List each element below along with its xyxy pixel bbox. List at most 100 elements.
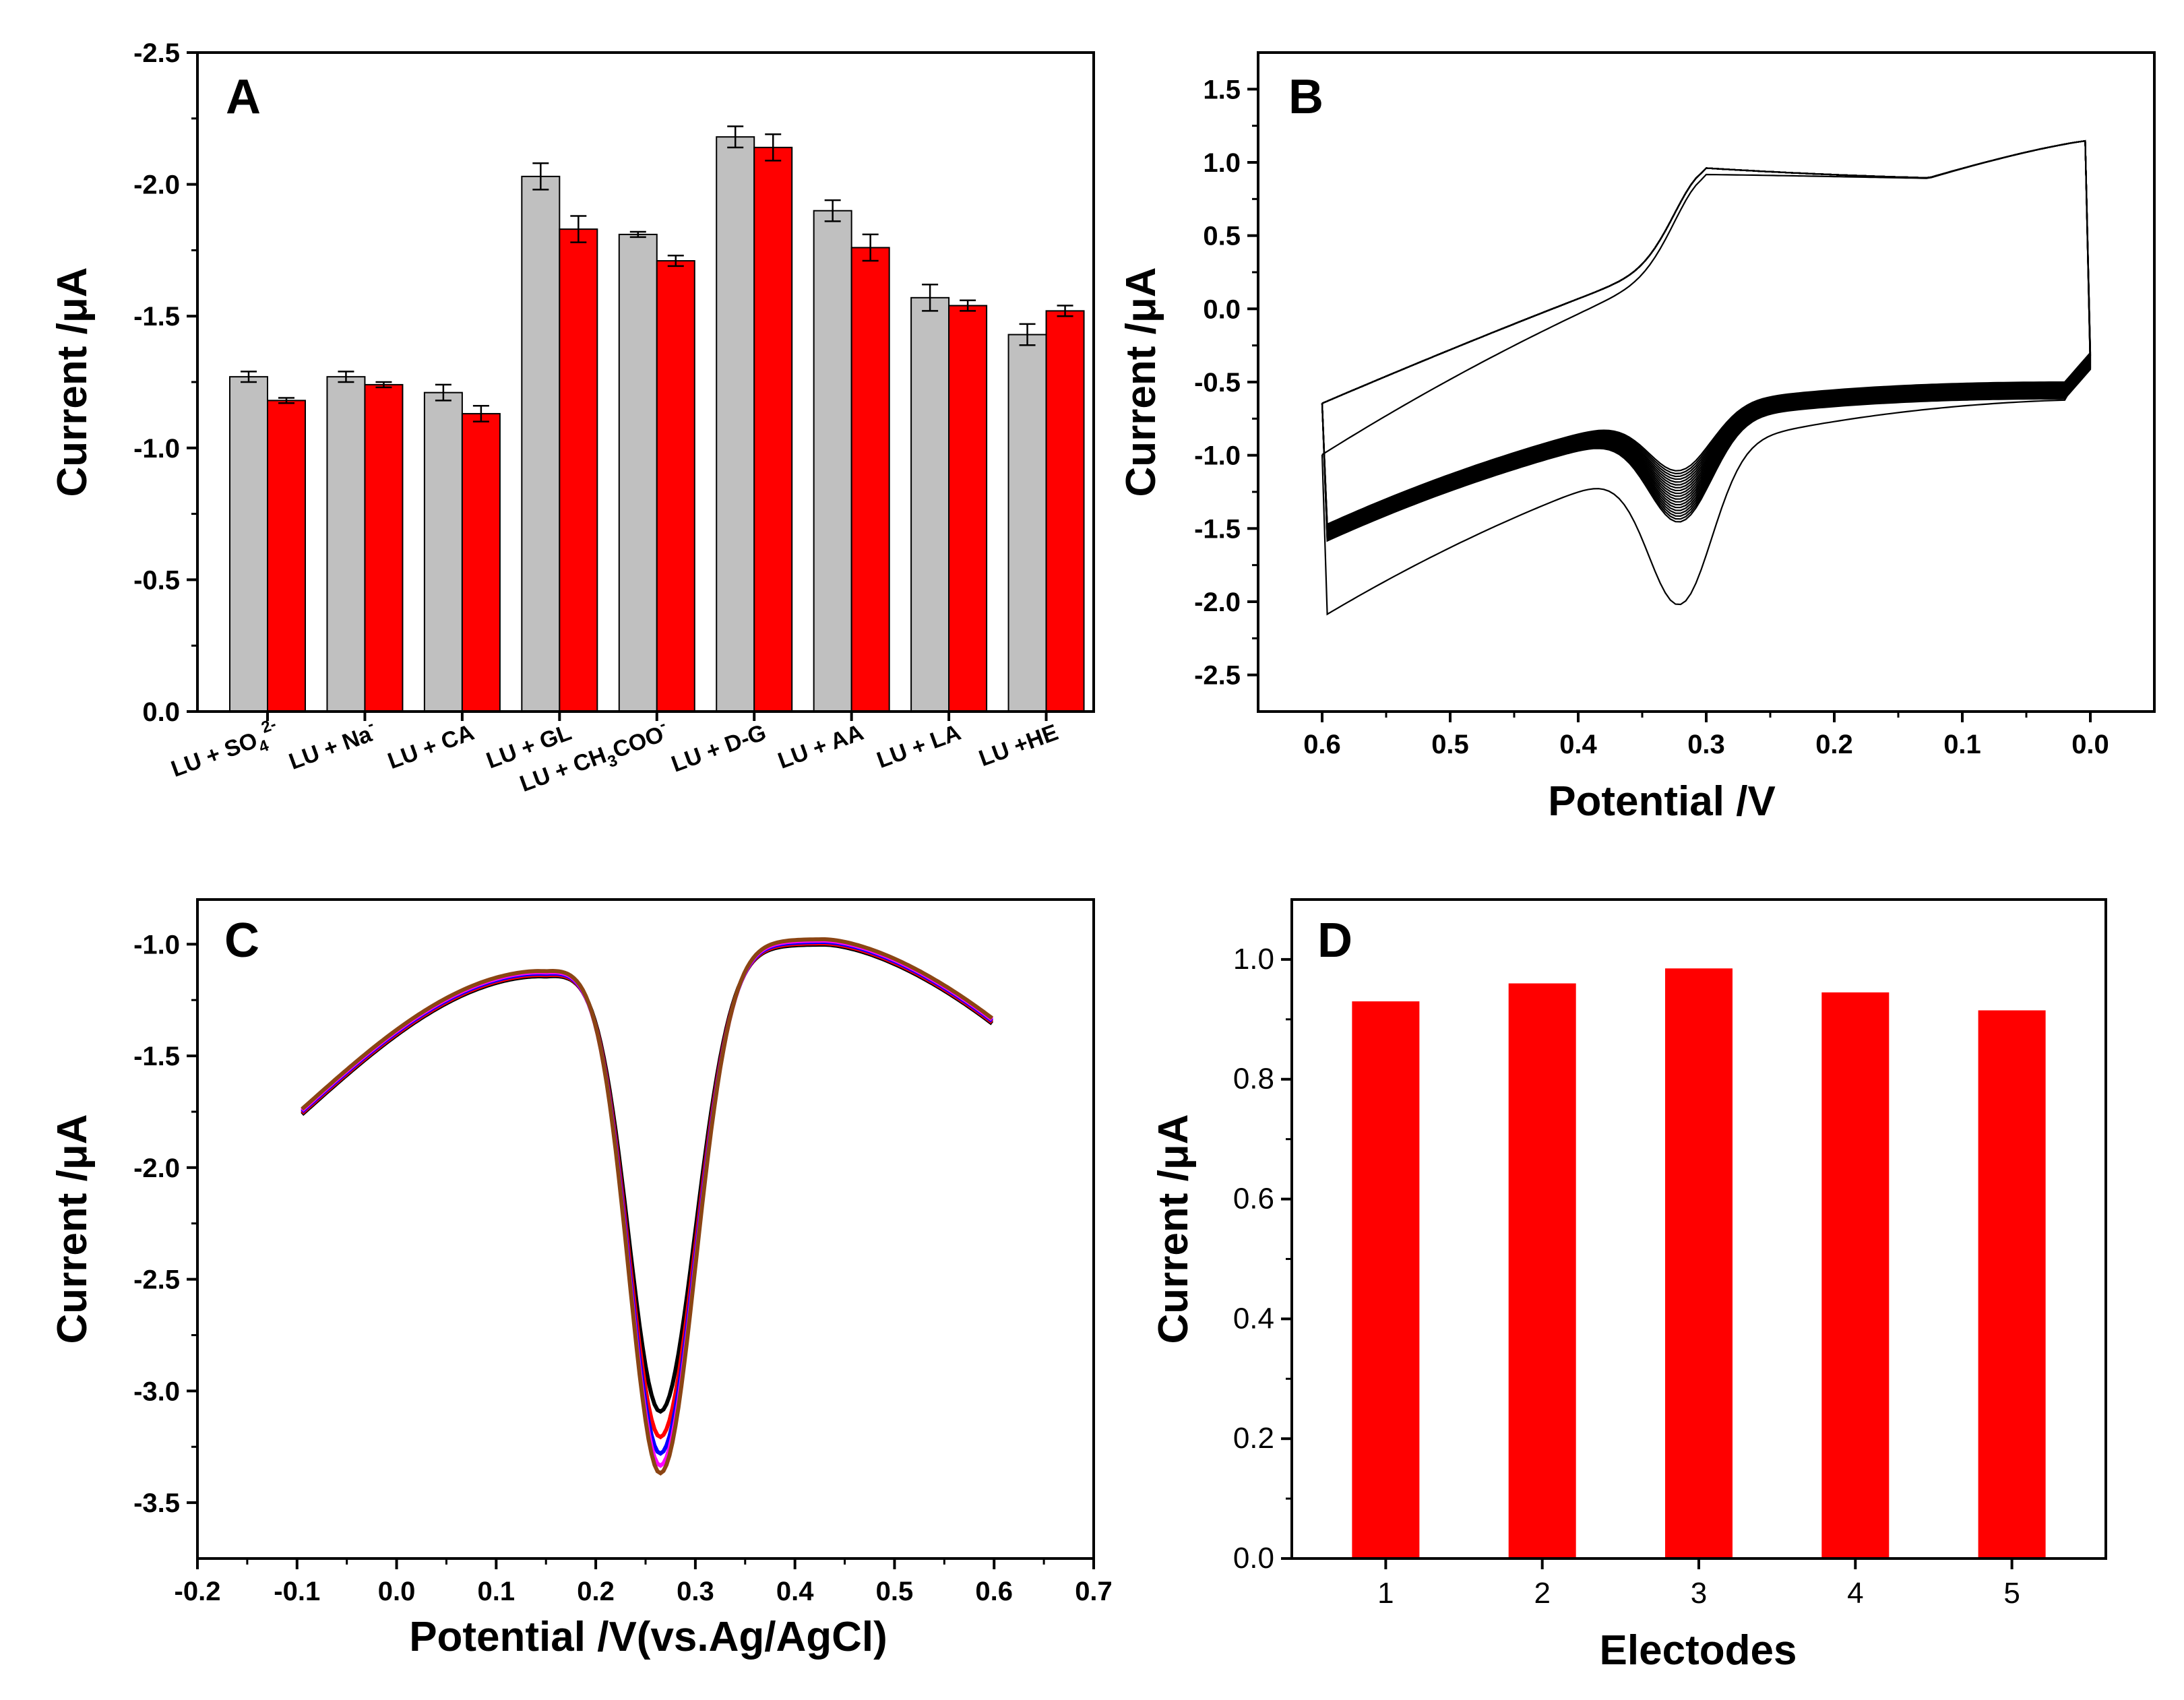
panel-c-xtick-label: 0.1 <box>478 1577 516 1606</box>
panel-d-ytick-label: 0.0 <box>1233 1542 1274 1575</box>
panel-c-ytick-label: -3.5 <box>133 1488 180 1518</box>
panel-b-frame <box>1257 51 2156 713</box>
panel-d-xtick-label: 2 <box>1534 1577 1550 1610</box>
panel-a-bar <box>229 376 268 713</box>
panel-c-xtick-label: 0.6 <box>975 1577 1013 1606</box>
panel-b-ytick-label: 1.5 <box>1203 75 1241 104</box>
panel-c-frame <box>196 898 1095 1560</box>
panel-b-curves <box>1321 139 2092 616</box>
panel-a-category-label: LU +HE <box>976 720 1062 772</box>
panel-a-bar <box>656 260 695 713</box>
panel-a-category-label: LU + SO42- <box>166 715 285 787</box>
panel-a-bar <box>559 228 598 712</box>
panel-d-bar <box>1352 1001 1420 1559</box>
panel-a-frame <box>196 51 1095 713</box>
panel-a-ytick-label: -1.5 <box>133 302 180 332</box>
panel-a-ytick-label: -2.0 <box>133 170 180 200</box>
panel-b-xtick-label: 0.4 <box>1559 730 1597 759</box>
panel-c-xtick-label: 0.5 <box>876 1577 914 1606</box>
panel-b-ytick-label: 1.0 <box>1203 148 1241 178</box>
panel-c-xtick-label: 0.7 <box>1075 1577 1113 1606</box>
panel-d-ylabel: Current /μA <box>1150 1114 1197 1344</box>
panel-c-ytick-label: -2.0 <box>133 1154 180 1183</box>
panel-a-bar <box>461 412 501 712</box>
panel-a-bar <box>1007 334 1047 713</box>
panel-b-xtick-label: 0.3 <box>1687 730 1725 759</box>
panel-c-xtick-label: 0.3 <box>677 1577 714 1606</box>
panel-a-bar <box>618 233 658 713</box>
panel-d-bar <box>1821 992 1890 1559</box>
panel-d: 0.0 0.2 0.4 0.6 0.8 1.0 1 2 3 4 5 D Current /μA E… <box>1150 898 2107 1674</box>
panel-d-letter: D <box>1317 914 1352 968</box>
panel-a-bar <box>813 210 852 713</box>
panel-c-xtick-label: 0.0 <box>378 1577 416 1606</box>
panel-a-bars <box>229 125 1085 713</box>
panel-b-cycle-curve <box>1321 139 2092 526</box>
panel-b-letter: B <box>1288 70 1323 124</box>
panel-c-curve <box>301 937 994 1476</box>
panel-c-xlabel: Potential /V(vs.Ag/AgCl) <box>409 1614 887 1660</box>
panel-a-bar <box>1045 310 1085 713</box>
panel-c-xtick-label: -0.2 <box>175 1577 221 1606</box>
panel-a-ytick-label: -0.5 <box>133 565 180 595</box>
panel-c-xtick-label: 0.2 <box>577 1577 615 1606</box>
panel-d-ytick-label: 0.2 <box>1233 1422 1274 1455</box>
panel-a-bar <box>948 305 988 712</box>
panel-a-category-label: LU + CA <box>384 720 477 774</box>
panel-a-category-label: LU + LA <box>873 720 964 774</box>
panel-a-y-axis: -2.5 -2.0 -1.5 -1.0 -0.5 0.0 <box>133 38 197 727</box>
panel-d-bars <box>1352 968 2046 1559</box>
panel-d-x-axis: 1 2 3 4 5 <box>1377 1559 2020 1610</box>
panel-c-ytick-label: -1.0 <box>133 930 180 959</box>
panel-c-y-axis: -1.0 -1.5 -2.0 -2.5 -3.0 -3.5 <box>133 930 197 1518</box>
panel-d-xtick-label: 3 <box>1691 1577 1707 1610</box>
panel-b-x-axis: 0.6 0.5 0.4 0.3 0.2 0.1 0.0 <box>1303 712 2109 759</box>
panel-d-frame <box>1290 898 2107 1560</box>
panel-b-ytick-label: -2.0 <box>1194 588 1241 617</box>
panel-a-bar <box>716 136 755 712</box>
panel-a-letter: A <box>226 70 261 124</box>
panel-b-xtick-label: 0.5 <box>1431 730 1469 759</box>
panel-a-bar <box>423 391 463 712</box>
panel-b: 1.51.00.50.0-0.5-1.0-1.5-2.0-2.5 0.6 0.5 0… <box>1118 51 2156 825</box>
panel-c-ytick-label: -1.5 <box>133 1042 180 1071</box>
panel-a-bar <box>521 175 561 712</box>
panel-a-category-label: LU + Na- <box>284 715 380 775</box>
panel-d-ytick-label: 0.4 <box>1233 1302 1274 1335</box>
panel-b-y-axis: 1.5 1.0 0.5 0.0 -0.5 -1.0 -1.5 -2.0 -2.5 <box>1194 75 1258 691</box>
panel-a-ytick-label: -2.5 <box>133 38 180 68</box>
panel-d-bar <box>1508 983 1576 1559</box>
panel-d-ytick-label: 1.0 <box>1233 943 1274 976</box>
panel-c-x-axis: -0.2 -0.1 0.0 0.1 0.2 0.3 0.4 0.5 0.6 0.7 <box>175 1559 1113 1606</box>
panel-b-xlabel: Potential /V <box>1548 778 1776 825</box>
panel-a-bar <box>364 383 404 712</box>
panel-a-ytick-label: 0.0 <box>142 697 180 727</box>
panel-a-category-label: LU + CH3COO- <box>515 715 674 802</box>
panel-c-ytick-label: -2.5 <box>133 1265 180 1295</box>
panel-a-category-label: LU + D-G <box>668 720 770 778</box>
panel-b-ytick-label: -2.5 <box>1194 661 1241 691</box>
panel-b-ytick-label: -1.0 <box>1194 441 1241 471</box>
panel-d-y-axis: 0.0 0.2 0.4 0.6 0.8 1.0 <box>1233 943 1292 1575</box>
panel-b-cycle-curve <box>1321 139 2092 537</box>
panel-a-bar <box>910 296 950 713</box>
panel-c-letter: C <box>224 914 259 968</box>
panel-c: -1.0 -1.5 -2.0 -2.5 -3.0 -3.5 -0.2 -0.1 0.0 0.1 0… <box>49 898 1113 1660</box>
panel-b-xtick-label: 0.0 <box>2071 730 2109 759</box>
panel-b-ytick-label: -0.5 <box>1194 368 1241 398</box>
panel-c-xtick-label: 0.4 <box>776 1577 814 1606</box>
panel-d-ytick-label: 0.6 <box>1233 1183 1274 1216</box>
panel-d-xtick-label: 1 <box>1377 1577 1394 1610</box>
panel-a-bar <box>326 376 366 713</box>
panel-b-ylabel: Current /μA <box>1118 267 1164 497</box>
panel-b-ytick-label: -1.5 <box>1194 514 1241 544</box>
panel-a-category-label: LU + AA <box>774 720 867 774</box>
panel-c-xtick-label: -0.1 <box>274 1577 320 1606</box>
panel-c-ytick-label: -3.0 <box>133 1377 180 1406</box>
panel-b-xtick-label: 0.6 <box>1303 730 1341 759</box>
panel-a: -2.5 -2.0 -1.5 -1.0 -0.5 0.0 LU + SO42- LU + N… <box>49 38 1095 802</box>
panel-a-ytick-label: -1.0 <box>133 434 180 464</box>
panel-b-cycle-curve <box>1321 139 2092 616</box>
panel-b-ytick-label: 0.0 <box>1203 294 1241 324</box>
